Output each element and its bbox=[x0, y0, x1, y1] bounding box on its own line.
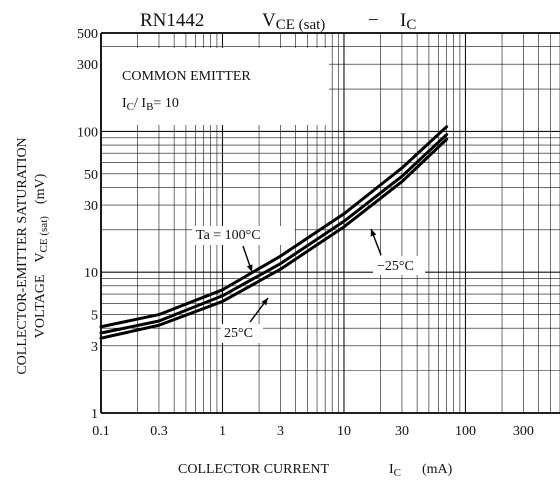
annotation-background bbox=[192, 226, 295, 245]
annotation-arrowhead bbox=[246, 264, 253, 272]
condition-ic-ib-ratio: IC/ IB= 10 bbox=[122, 96, 179, 113]
x-tick-label: 300 bbox=[513, 424, 534, 439]
x-sym-main: I bbox=[389, 462, 394, 477]
x-tick-label: 0.1 bbox=[92, 424, 110, 439]
y-tick-label: 5 bbox=[91, 309, 98, 324]
cond-end: = 10 bbox=[153, 96, 178, 111]
annotation-label-1: −25°C bbox=[377, 259, 414, 274]
title-i-main: I bbox=[400, 10, 406, 31]
x-axis-label-text: COLLECTOR CURRENT bbox=[178, 462, 329, 477]
x-tick-label: 3 bbox=[277, 424, 284, 439]
data-series bbox=[99, 125, 449, 340]
cond-ic-sub: C bbox=[127, 101, 134, 113]
annotation-arrowhead bbox=[261, 298, 268, 306]
title-v-sub: CE (sat) bbox=[276, 17, 326, 33]
x-tick-labels: 0.1 0.3 1 3 10 30 100 300 bbox=[92, 424, 534, 439]
y-axis-label-line2: VOLTAGE VCE (sat) (mV) bbox=[33, 173, 50, 338]
x-tick-label: 30 bbox=[395, 424, 409, 439]
y-tick-labels: 1 3 5 10 30 50 100 300 500 bbox=[77, 27, 98, 422]
series-curve-2 bbox=[99, 137, 449, 340]
y-tick-label: 500 bbox=[77, 27, 98, 42]
title-v-main: V bbox=[262, 10, 276, 31]
curve-annotations: Ta = 100°C −25°C 25°C bbox=[192, 226, 425, 343]
y-tick-label: 1 bbox=[91, 407, 98, 422]
title-ic: IC bbox=[400, 10, 416, 33]
cond-ic-main: I bbox=[122, 96, 127, 111]
y-tick-label: 300 bbox=[77, 58, 98, 73]
plot-frame bbox=[100, 32, 560, 414]
title-dash: − bbox=[368, 10, 379, 31]
condition-common-emitter: COMMON EMITTER bbox=[122, 69, 251, 84]
y-tick-label: 3 bbox=[91, 340, 98, 355]
y-label-unit: (mV) bbox=[33, 173, 48, 204]
x-tick-label: 1 bbox=[219, 424, 226, 439]
y-tick-label: 100 bbox=[77, 125, 98, 140]
condition-box-background bbox=[101, 48, 329, 125]
x-sym-sub: C bbox=[394, 467, 401, 479]
annotation-label-0: Ta = 100°C bbox=[196, 228, 261, 243]
x-axis-label-symbol: IC bbox=[389, 462, 401, 479]
title-part-number: RN1442 bbox=[140, 10, 204, 31]
x-axis-label-unit: (mA) bbox=[422, 462, 453, 477]
annotation-label-2: 25°C bbox=[224, 326, 253, 341]
y-tick-label: 30 bbox=[84, 199, 98, 214]
title-i-sub: C bbox=[406, 17, 416, 33]
y-axis-label: COLLECTOR-EMITTER SATURATION VOLTAGE VCE … bbox=[15, 137, 50, 374]
chart-title: RN1442 VCE (sat) − IC bbox=[140, 10, 416, 33]
annotation-arrowhead bbox=[370, 229, 377, 237]
y-tick-label: 50 bbox=[84, 168, 98, 183]
cond-sep: / I bbox=[134, 96, 146, 111]
series-curve-1 bbox=[99, 133, 449, 335]
y-sym-sub: CE (sat) bbox=[38, 216, 50, 253]
y-axis-label-line1: COLLECTOR-EMITTER SATURATION bbox=[15, 137, 30, 374]
cond-ib-sub: B bbox=[146, 101, 153, 113]
annotation-background bbox=[221, 324, 263, 343]
x-tick-label: 100 bbox=[455, 424, 476, 439]
y-sym-main: V bbox=[33, 252, 48, 262]
x-tick-label: 0.3 bbox=[150, 424, 168, 439]
title-vce-sat: VCE (sat) bbox=[262, 10, 325, 33]
series-curve-0 bbox=[99, 125, 449, 329]
condition-box: COMMON EMITTER IC/ IB= 10 bbox=[101, 48, 329, 125]
x-tick-label: 10 bbox=[337, 424, 351, 439]
x-axis-label: COLLECTOR CURRENT IC (mA) bbox=[178, 462, 453, 479]
y-label-prefix: VOLTAGE bbox=[33, 275, 48, 339]
annotation-background bbox=[373, 256, 425, 275]
y-tick-label: 10 bbox=[84, 266, 98, 281]
